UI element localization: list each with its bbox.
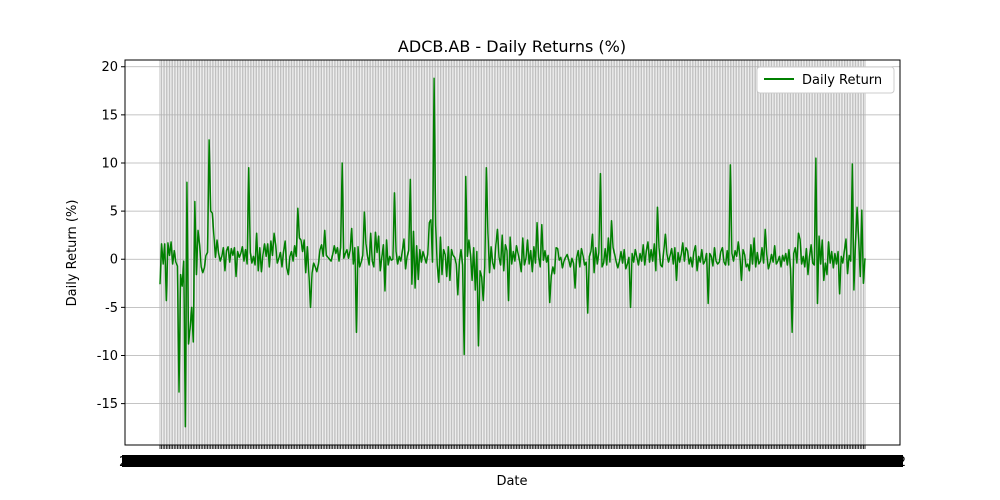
legend-box xyxy=(756,66,895,94)
y-tick-label: 5 xyxy=(110,205,118,220)
legend: Daily Return xyxy=(756,66,895,94)
y-axis-title: Daily Return (%) xyxy=(65,200,80,307)
x-tick-labels-overlap xyxy=(122,455,903,467)
x-tick-label-last: 2 xyxy=(898,455,906,470)
y-tick-label: 10 xyxy=(101,156,118,171)
y-tick-label: -5 xyxy=(105,301,118,316)
chart-title: ADCB.AB - Daily Returns (%) xyxy=(398,37,626,56)
y-tick-label: 20 xyxy=(101,60,118,75)
series-line-daily-return xyxy=(159,77,866,428)
y-tick-label: -15 xyxy=(97,397,118,412)
legend-label: Daily Return xyxy=(802,73,882,88)
x-axis-title: Date xyxy=(496,474,527,489)
x-axis-ticks: 20 2 xyxy=(119,445,906,470)
x-grid-lines xyxy=(159,60,866,445)
x-tick-label-first: 20 xyxy=(119,455,136,470)
y-tick-label: 15 xyxy=(101,108,118,123)
series-line-layer xyxy=(159,77,866,428)
y-axis-ticks: -15 -10 -5 0 5 10 15 20 xyxy=(97,60,125,412)
axes-frame xyxy=(124,59,901,446)
y-tick-label: 0 xyxy=(110,253,118,268)
y-tick-label: -10 xyxy=(97,349,118,364)
